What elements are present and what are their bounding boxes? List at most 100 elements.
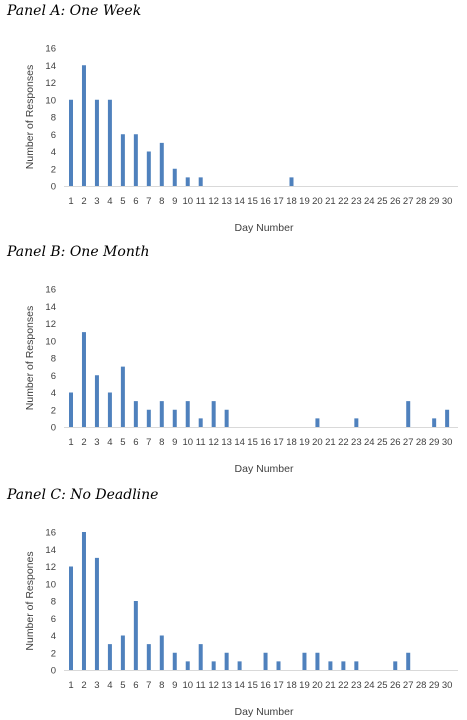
y-tick-label: 10 bbox=[45, 95, 56, 106]
bar-day-11 bbox=[198, 644, 203, 670]
bar-day-1 bbox=[69, 566, 73, 670]
x-tick-label: 22 bbox=[338, 196, 349, 207]
x-tick-label: 4 bbox=[107, 437, 112, 448]
x-tick-label: 2 bbox=[81, 680, 86, 691]
x-tick-label: 4 bbox=[107, 680, 112, 691]
x-axis-title: Day Number bbox=[235, 222, 294, 234]
x-tick-label: 30 bbox=[442, 437, 453, 448]
x-tick-label: 10 bbox=[182, 196, 193, 207]
x-tick-label: 1 bbox=[68, 680, 73, 691]
x-tick-label: 12 bbox=[208, 196, 219, 207]
bar-day-20 bbox=[315, 652, 320, 670]
x-axis-title: Day Number bbox=[235, 463, 294, 475]
bar-day-10 bbox=[185, 177, 190, 186]
bar-day-12 bbox=[211, 401, 216, 427]
y-axis-title: Number of Responses bbox=[24, 306, 36, 410]
y-tick-label: 14 bbox=[45, 61, 56, 72]
bar-day-9 bbox=[172, 168, 177, 186]
bar-day-9 bbox=[172, 409, 177, 427]
bar-day-13 bbox=[224, 652, 229, 670]
y-tick-label: 6 bbox=[51, 371, 56, 382]
x-tick-label: 10 bbox=[182, 680, 193, 691]
y-tick-label: 2 bbox=[51, 164, 56, 175]
x-tick-label: 9 bbox=[172, 437, 177, 448]
x-tick-label: 20 bbox=[312, 196, 323, 207]
bar-day-8 bbox=[159, 635, 164, 670]
x-tick-label: 7 bbox=[146, 680, 151, 691]
x-tick-label: 13 bbox=[221, 196, 232, 207]
bar-day-6 bbox=[133, 601, 138, 670]
y-tick-label: 2 bbox=[51, 405, 56, 416]
bar-day-4 bbox=[107, 99, 112, 186]
y-tick-label: 8 bbox=[51, 354, 56, 365]
x-tick-label: 30 bbox=[442, 680, 453, 691]
bar-day-6 bbox=[133, 134, 138, 186]
bar-day-9 bbox=[172, 652, 177, 670]
x-tick-label: 19 bbox=[299, 680, 310, 691]
x-tick-label: 26 bbox=[390, 680, 401, 691]
x-tick-label: 3 bbox=[94, 196, 99, 207]
x-tick-label: 18 bbox=[286, 680, 297, 691]
x-tick-label: 16 bbox=[260, 437, 271, 448]
bar-day-5 bbox=[120, 366, 125, 427]
bar-day-5 bbox=[120, 134, 125, 186]
x-tick-label: 14 bbox=[234, 437, 245, 448]
y-tick-label: 14 bbox=[45, 302, 56, 313]
x-tick-label: 25 bbox=[377, 680, 388, 691]
x-tick-label: 28 bbox=[416, 196, 427, 207]
bar-day-12 bbox=[211, 661, 216, 670]
x-tick-label: 17 bbox=[273, 680, 284, 691]
x-tick-label: 21 bbox=[325, 680, 336, 691]
panel-c-title: Panel C: No Deadline bbox=[7, 487, 159, 503]
x-tick-label: 4 bbox=[107, 196, 112, 207]
bar-day-30 bbox=[445, 409, 450, 427]
x-tick-label: 6 bbox=[133, 437, 138, 448]
bar-day-29 bbox=[432, 418, 437, 427]
x-tick-label: 5 bbox=[120, 196, 125, 207]
x-tick-label: 27 bbox=[403, 196, 414, 207]
y-tick-label: 12 bbox=[45, 319, 56, 330]
x-tick-label: 15 bbox=[247, 437, 258, 448]
x-tick-label: 30 bbox=[442, 196, 453, 207]
bar-day-23 bbox=[354, 418, 359, 427]
x-tick-label: 12 bbox=[208, 680, 219, 691]
x-tick-label: 21 bbox=[325, 196, 336, 207]
bar-day-7 bbox=[146, 151, 151, 186]
x-tick-label: 24 bbox=[364, 437, 375, 448]
y-tick-label: 4 bbox=[51, 147, 56, 158]
y-tick-label: 16 bbox=[45, 528, 56, 539]
x-tick-label: 14 bbox=[234, 680, 245, 691]
x-tick-label: 26 bbox=[390, 437, 401, 448]
x-tick-label: 26 bbox=[390, 196, 401, 207]
x-tick-label: 11 bbox=[196, 196, 206, 207]
x-tick-label: 29 bbox=[429, 437, 440, 448]
x-tick-label: 27 bbox=[403, 437, 414, 448]
bar-day-13 bbox=[224, 409, 229, 427]
x-tick-label: 8 bbox=[159, 196, 164, 207]
bar-day-27 bbox=[406, 401, 411, 427]
x-tick-label: 29 bbox=[429, 196, 440, 207]
x-tick-label: 18 bbox=[286, 437, 297, 448]
bar-day-18 bbox=[289, 177, 294, 186]
y-axis-title: Number of Responses bbox=[24, 65, 36, 169]
bar-day-26 bbox=[393, 661, 398, 670]
x-tick-label: 16 bbox=[260, 196, 271, 207]
x-tick-label: 22 bbox=[338, 680, 349, 691]
y-tick-label: 8 bbox=[51, 113, 56, 124]
bar-day-21 bbox=[328, 661, 333, 670]
bar-day-11 bbox=[198, 418, 203, 427]
x-tick-label: 8 bbox=[159, 437, 164, 448]
bar-day-2 bbox=[81, 332, 86, 427]
x-tick-label: 2 bbox=[81, 196, 86, 207]
x-tick-label: 6 bbox=[133, 196, 138, 207]
x-tick-label: 6 bbox=[133, 680, 138, 691]
x-tick-label: 19 bbox=[299, 196, 310, 207]
x-tick-label: 25 bbox=[377, 437, 388, 448]
x-tick-label: 24 bbox=[364, 196, 375, 207]
y-tick-label: 16 bbox=[45, 285, 56, 296]
bar-day-23 bbox=[354, 661, 359, 670]
bar-day-20 bbox=[315, 418, 320, 427]
x-tick-label: 23 bbox=[351, 437, 362, 448]
x-tick-label: 18 bbox=[286, 196, 297, 207]
